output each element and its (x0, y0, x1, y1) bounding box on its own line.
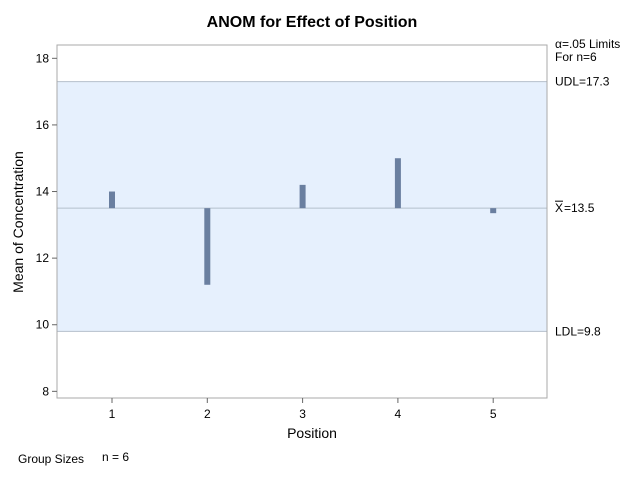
y-tick-label: 18 (36, 51, 50, 65)
y-axis-ticks: 8 10 12 14 16 18 (36, 51, 57, 398)
bar-position-1 (109, 191, 115, 209)
y-tick-label: 12 (36, 251, 50, 265)
limits-header-n: For n=6 (555, 50, 597, 64)
y-tick-label: 14 (36, 185, 50, 199)
y-tick-label: 10 (36, 318, 50, 332)
bar-position-4 (394, 158, 401, 209)
center-xbar-symbol: X (555, 201, 563, 215)
y-tick-label: 16 (36, 118, 50, 132)
center-value-label: =13.5 (564, 201, 595, 215)
bar-position-3 (299, 184, 306, 209)
x-axis-label: Position (287, 425, 337, 441)
bar-position-5 (490, 208, 497, 214)
y-axis-label: Mean of Concentration (10, 151, 26, 293)
limits-header-alpha: α=.05 Limits (555, 37, 620, 51)
udl-label: UDL=17.3 (555, 75, 610, 89)
x-tick-label: 3 (299, 407, 306, 421)
x-axis-ticks: 1 2 3 4 5 (109, 398, 497, 421)
bar-position-2 (204, 208, 211, 285)
group-sizes-label: Group Sizes (18, 452, 84, 466)
x-tick-label: 4 (395, 407, 402, 421)
x-tick-label: 1 (109, 407, 116, 421)
bars-group (109, 158, 497, 285)
y-tick-label: 8 (42, 384, 49, 398)
plot-frame (56, 44, 548, 399)
x-tick-label: 2 (204, 407, 211, 421)
group-sizes-value: n = 6 (102, 450, 129, 464)
center-label: X =13.5 (555, 200, 595, 215)
x-tick-label: 5 (490, 407, 497, 421)
ldl-label: LDL=9.8 (555, 324, 601, 338)
chart-title: ANOM for Effect of Position (207, 14, 418, 31)
